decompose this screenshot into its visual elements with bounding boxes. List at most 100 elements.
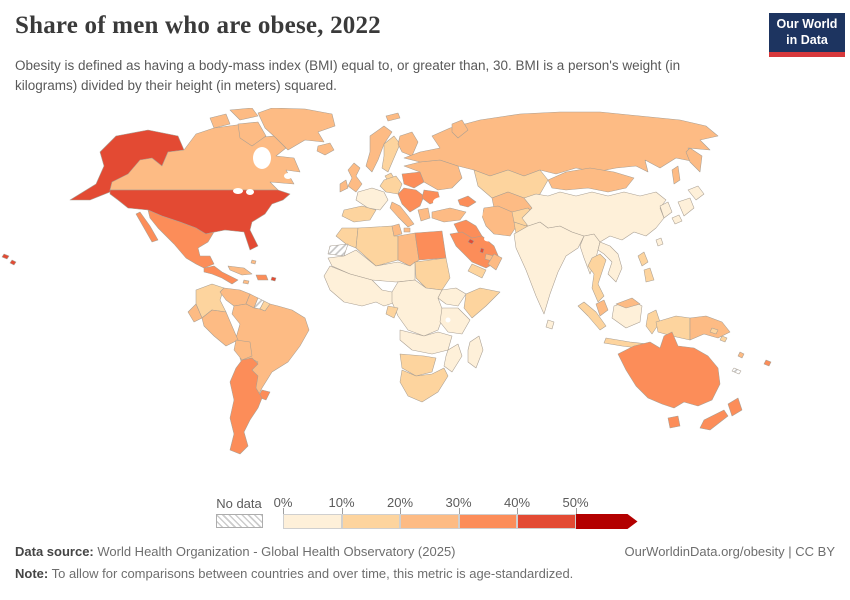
country-bolivia[interactable] <box>233 339 253 361</box>
world-map-svg[interactable] <box>0 107 850 490</box>
country-iberia[interactable] <box>341 205 377 223</box>
country-morocco[interactable] <box>335 227 359 249</box>
country-china[interactable] <box>521 191 667 243</box>
country-madagascar[interactable] <box>467 335 484 369</box>
country-new-zealand-north[interactable] <box>727 397 743 417</box>
country-mozambique[interactable] <box>443 343 463 373</box>
country-canada-arctic[interactable] <box>209 113 231 129</box>
country-russia-kamchatka[interactable] <box>685 147 703 173</box>
country-thailand[interactable] <box>587 253 607 303</box>
country-germany[interactable] <box>379 175 403 195</box>
country-new-caledonia[interactable] <box>731 367 742 375</box>
owid-logo[interactable]: Our World in Data <box>769 13 845 57</box>
country-venezuela[interactable] <box>219 287 251 307</box>
country-svalbard[interactable] <box>385 112 401 122</box>
country-puerto-rico[interactable] <box>270 276 277 282</box>
country-uk[interactable] <box>347 162 363 193</box>
country-usa[interactable] <box>109 189 291 251</box>
country-japan-honshu[interactable] <box>677 197 695 217</box>
country-sumatra[interactable] <box>577 301 607 331</box>
country-canada-ellesmere[interactable] <box>229 107 259 121</box>
country-australia[interactable] <box>617 331 721 409</box>
world-map[interactable] <box>0 107 850 490</box>
country-kazakhstan[interactable] <box>473 169 549 199</box>
country-namibia-botswana[interactable] <box>399 353 437 377</box>
legend-no-data-label: No data <box>216 496 262 511</box>
country-sri-lanka[interactable] <box>545 319 555 330</box>
country-caucasus[interactable] <box>457 195 477 208</box>
country-norway[interactable] <box>365 125 393 173</box>
legend-no-data-swatch[interactable] <box>216 514 263 528</box>
country-indochina[interactable] <box>597 241 623 283</box>
country-ecuador[interactable] <box>187 303 203 323</box>
country-new-zealand-south[interactable] <box>699 409 729 431</box>
country-taiwan[interactable] <box>655 237 664 247</box>
country-mexico-baja[interactable] <box>135 211 159 243</box>
country-iran[interactable] <box>481 205 519 237</box>
country-vanuatu[interactable] <box>737 351 745 359</box>
country-australia-tasmania[interactable] <box>667 415 681 429</box>
country-egypt[interactable] <box>414 230 447 261</box>
country-peru[interactable] <box>201 309 239 347</box>
country-malaysia-borneo[interactable] <box>615 297 641 309</box>
country-canada-baffin[interactable] <box>237 121 267 147</box>
legend-tick-mark <box>458 508 460 514</box>
country-bahamas[interactable] <box>250 259 257 265</box>
country-finland[interactable] <box>397 131 419 157</box>
country-mexico[interactable] <box>147 209 215 269</box>
country-solomon-islands[interactable] <box>709 327 719 335</box>
legend-bin-50%+[interactable] <box>576 514 638 529</box>
country-central-europe[interactable] <box>397 187 425 213</box>
country-solomon-islands-2[interactable] <box>719 335 728 343</box>
country-tunisia[interactable] <box>391 223 403 237</box>
country-turkey[interactable] <box>431 207 467 223</box>
country-south-africa[interactable] <box>399 367 449 403</box>
legend-bin-0-10%[interactable] <box>283 514 342 529</box>
country-brazil[interactable] <box>231 303 310 401</box>
country-argentina-chile[interactable] <box>229 357 263 455</box>
country-russia-sakhalin[interactable] <box>671 165 681 185</box>
country-malaysia[interactable] <box>595 299 609 317</box>
country-kuwait[interactable] <box>467 238 475 245</box>
country-ethiopia[interactable] <box>437 287 467 307</box>
country-sulawesi[interactable] <box>645 309 661 335</box>
legend-bin-10-20%[interactable] <box>341 514 400 529</box>
country-mongolia[interactable] <box>547 167 635 193</box>
country-india[interactable] <box>513 221 585 315</box>
country-ireland[interactable] <box>339 179 349 193</box>
legend-bar <box>283 514 638 529</box>
country-yemen[interactable] <box>467 263 487 279</box>
country-qatar[interactable] <box>479 247 485 254</box>
country-russia-novaya-zemlya[interactable] <box>451 119 469 139</box>
country-iceland[interactable] <box>316 142 335 156</box>
country-east-africa[interactable] <box>439 307 471 335</box>
country-poland[interactable] <box>401 171 425 189</box>
country-western-sahara[interactable] <box>327 243 349 257</box>
country-central-america[interactable] <box>203 265 239 285</box>
country-sweden[interactable] <box>381 135 401 173</box>
country-japan-kyushu[interactable] <box>671 214 683 225</box>
legend-bin-40-50%[interactable] <box>517 514 576 529</box>
country-philippines-mindanao[interactable] <box>643 267 655 283</box>
country-korea[interactable] <box>659 201 673 219</box>
country-cuba[interactable] <box>227 265 253 276</box>
country-papua-new-guinea[interactable] <box>689 315 731 341</box>
country-hawaii-2[interactable] <box>9 259 17 266</box>
country-somalia[interactable] <box>463 287 501 319</box>
country-gabon[interactable] <box>385 305 399 319</box>
legend-bin-20-30%[interactable] <box>400 514 459 529</box>
country-hawaii[interactable] <box>1 253 10 260</box>
country-philippines-luzon[interactable] <box>637 251 649 267</box>
country-japan-hokkaido[interactable] <box>687 185 705 201</box>
country-west-africa[interactable] <box>323 265 397 307</box>
country-italy-sicily[interactable] <box>403 227 411 233</box>
country-jamaica[interactable] <box>242 279 250 285</box>
country-fiji[interactable] <box>763 359 772 367</box>
country-greenland[interactable] <box>257 107 336 151</box>
country-oman[interactable] <box>487 253 503 271</box>
legend-bin-30-40%[interactable] <box>458 514 517 529</box>
country-italy[interactable] <box>389 201 415 228</box>
country-hispaniola[interactable] <box>255 274 269 281</box>
country-france[interactable] <box>355 187 389 211</box>
country-greece[interactable] <box>417 207 431 222</box>
